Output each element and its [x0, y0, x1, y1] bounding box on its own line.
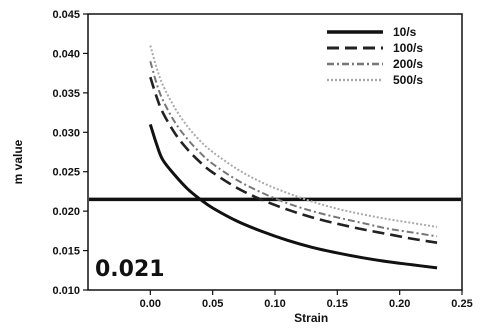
series-line-100-per-s	[149, 76, 438, 244]
legend-label: 200/s	[393, 57, 423, 71]
x-tick-label: 0.05	[202, 298, 223, 310]
series-line-10-per-s	[148, 123, 438, 270]
x-tick-label: 0.00	[140, 298, 161, 310]
legend-label: 500/s	[393, 73, 423, 87]
y-tick-label: 0.045	[52, 9, 80, 21]
y-tick-label: 0.030	[52, 127, 80, 139]
x-tick-label: 0.25	[451, 298, 472, 310]
y-tick-label: 0.020	[52, 206, 80, 218]
plot-area	[87, 13, 463, 291]
y-tick-label: 0.015	[52, 246, 80, 258]
axes: 0.010 0.015 0.020 0.025 0.030 0.035 0.040 0.045…	[52, 9, 472, 310]
x-tick-label: 0.10	[264, 298, 285, 310]
series-line-200-per-s	[149, 61, 438, 238]
y-tick-label: 0.040	[52, 48, 80, 60]
y-tick-label: 0.025	[52, 167, 80, 179]
legend: 10/s 100/s 200/s 500/s	[327, 25, 423, 87]
legend-label: 10/s	[393, 25, 417, 39]
x-tick-label: 0.20	[389, 298, 410, 310]
annotation-label: 0.021	[95, 257, 165, 282]
series-group	[89, 45, 461, 270]
y-axis-title: m value	[11, 139, 25, 184]
y-tick-label: 0.010	[52, 285, 80, 297]
series-line-500-per-s	[149, 45, 438, 228]
y-tick-label: 0.035	[52, 88, 80, 100]
x-axis-title: Strain	[294, 311, 328, 325]
plot-frame	[87, 13, 463, 291]
legend-label: 100/s	[393, 41, 423, 55]
x-tick-label: 0.15	[327, 298, 348, 310]
